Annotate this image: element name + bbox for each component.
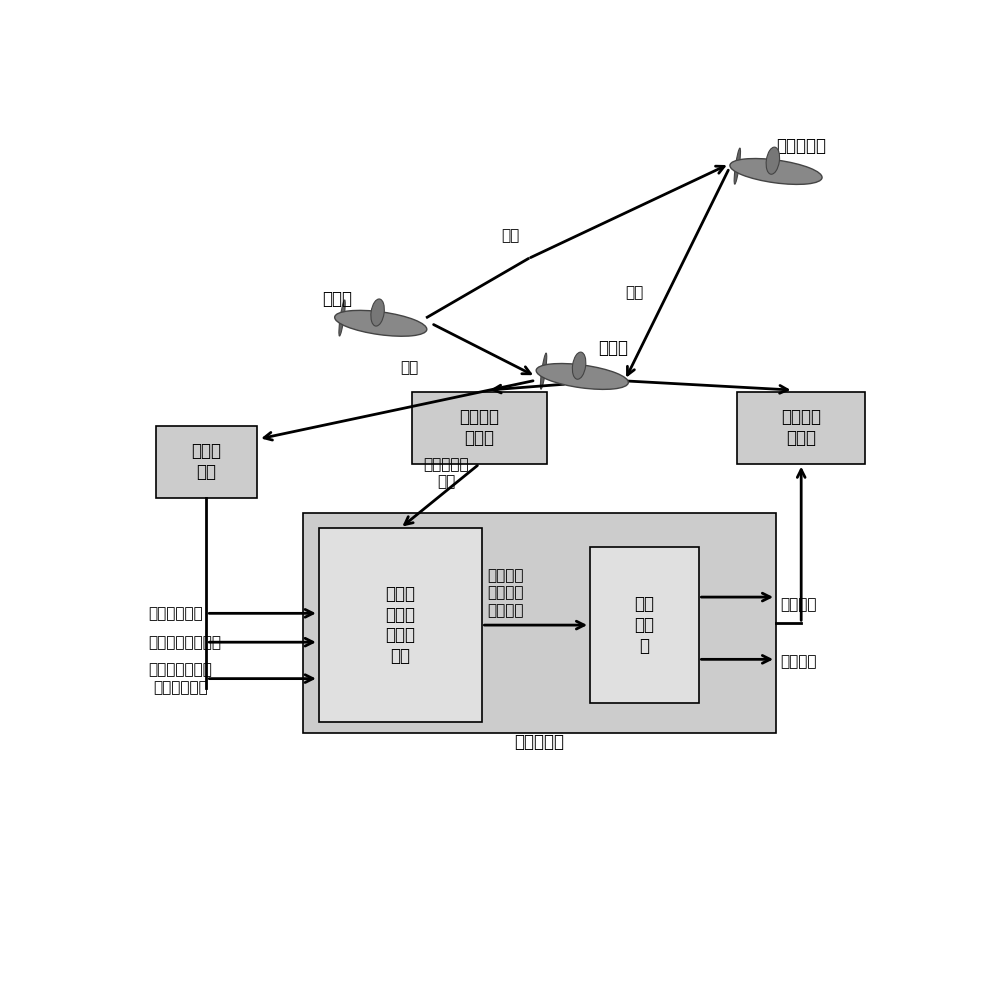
Ellipse shape xyxy=(335,311,427,336)
Text: 跟随者位姿
信息: 跟随者位姿 信息 xyxy=(423,457,469,489)
Ellipse shape xyxy=(337,314,350,322)
FancyBboxPatch shape xyxy=(156,426,257,498)
Text: 跟随者: 跟随者 xyxy=(598,338,628,357)
Text: 通信: 通信 xyxy=(625,285,643,301)
Text: 航行
控制
器: 航行 控制 器 xyxy=(634,596,654,655)
Text: 水声通
信机: 水声通 信机 xyxy=(191,443,221,481)
Ellipse shape xyxy=(734,148,740,184)
Text: 载体底层
控制器: 载体底层 控制器 xyxy=(781,408,821,447)
FancyBboxPatch shape xyxy=(412,391,547,463)
Text: 载体间实
时距离、
方向信息: 载体间实 时距离、 方向信息 xyxy=(488,568,524,618)
Text: 载体位姿
传感器: 载体位姿 传感器 xyxy=(460,408,500,447)
Text: 期望航速: 期望航速 xyxy=(780,654,816,669)
Ellipse shape xyxy=(572,352,586,380)
FancyBboxPatch shape xyxy=(319,528,482,722)
Text: 另一跟随者: 另一跟随者 xyxy=(776,137,826,156)
Text: 领航者: 领航者 xyxy=(323,290,353,308)
Ellipse shape xyxy=(730,159,822,184)
Text: 距领航者距离: 距领航者距离 xyxy=(148,605,203,621)
Ellipse shape xyxy=(733,162,746,171)
Ellipse shape xyxy=(766,147,780,175)
Ellipse shape xyxy=(540,353,547,389)
FancyBboxPatch shape xyxy=(303,513,776,734)
Text: 上层控制器: 上层控制器 xyxy=(515,734,565,751)
Text: 通信: 通信 xyxy=(501,229,519,244)
Ellipse shape xyxy=(536,364,628,389)
FancyBboxPatch shape xyxy=(737,391,865,463)
Ellipse shape xyxy=(371,299,384,326)
Text: 通信: 通信 xyxy=(400,360,418,375)
Text: 距另一跟随者距离: 距另一跟随者距离 xyxy=(148,635,221,650)
Text: 载体间
距离、
方向估
计器: 载体间 距离、 方向估 计器 xyxy=(385,585,415,666)
Text: 领航者航向航速
（定期更新）: 领航者航向航速 （定期更新） xyxy=(148,663,212,695)
Text: 期望航向: 期望航向 xyxy=(780,597,816,611)
FancyBboxPatch shape xyxy=(590,547,698,703)
Ellipse shape xyxy=(339,300,345,336)
Ellipse shape xyxy=(539,367,552,376)
